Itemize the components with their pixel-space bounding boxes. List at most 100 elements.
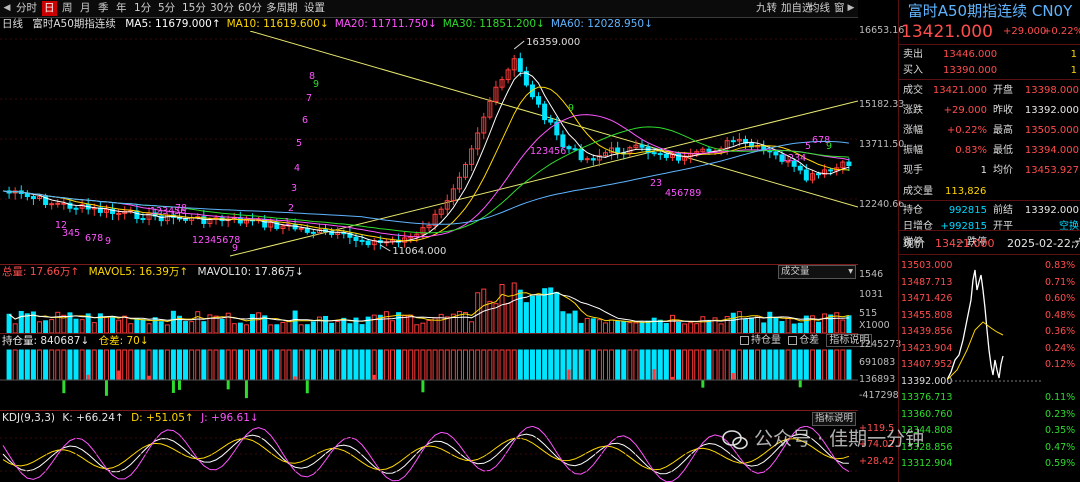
volume-bar bbox=[542, 288, 548, 333]
period-tab[interactable]: 多周期 bbox=[266, 2, 298, 14]
open-interest-bar bbox=[6, 349, 12, 381]
volume-bar bbox=[146, 323, 152, 333]
ma-legend-item: MA10: 11619.600↓ bbox=[226, 18, 329, 30]
volume-bar bbox=[158, 321, 164, 333]
candle-body bbox=[487, 100, 493, 118]
candle-body bbox=[511, 58, 517, 71]
period-tab[interactable]: 年 bbox=[116, 2, 127, 14]
volume-bar bbox=[602, 322, 608, 333]
open-interest-bar bbox=[542, 349, 548, 381]
open-interest-bar bbox=[30, 349, 36, 381]
volume-chart[interactable] bbox=[0, 280, 858, 333]
open-interest-bar bbox=[329, 349, 335, 381]
oi-diff-bar bbox=[731, 373, 735, 380]
intraday-pct-axis: 0.83% 0.71% 0.60% 0.48% 0.36% 0.24% 0.12% 0.11%… bbox=[1045, 260, 1080, 482]
intraday-chart[interactable] bbox=[947, 260, 1043, 482]
intraday-pct-label: 0.35% bbox=[1045, 425, 1076, 436]
stat-label: 涨停 bbox=[903, 237, 923, 248]
oi-diff-bar bbox=[421, 380, 425, 393]
open-interest-bar bbox=[176, 349, 182, 381]
oi-diff-bar bbox=[147, 375, 151, 380]
open-interest-bar bbox=[815, 349, 821, 381]
volume-bar bbox=[651, 317, 657, 333]
candle-body bbox=[536, 96, 542, 105]
period-tab[interactable]: 月 bbox=[80, 2, 91, 14]
open-interest-bar bbox=[578, 349, 584, 381]
candle-body bbox=[103, 208, 109, 213]
volume-bar bbox=[365, 316, 371, 333]
bid-row[interactable]: 买入 13390.000 1 bbox=[899, 62, 1080, 79]
oi-checkbox[interactable]: 持仓量 bbox=[740, 335, 781, 346]
nine-turn-button[interactable]: 九转 bbox=[756, 2, 777, 14]
oi-diff-value: 仓差: 70↓ bbox=[98, 335, 149, 347]
open-interest-bar bbox=[657, 349, 663, 381]
candle-body bbox=[749, 142, 755, 148]
nine-turn-count: 678 bbox=[812, 135, 830, 146]
period-tab[interactable]: 日 bbox=[42, 1, 57, 16]
period-tab[interactable]: 5分 bbox=[158, 2, 176, 14]
indicator-dropdown[interactable]: 成交量 ▾ bbox=[778, 265, 856, 279]
period-tab[interactable]: 60分 bbox=[238, 2, 262, 14]
nine-turn-count: 5 bbox=[805, 141, 811, 152]
candle-body bbox=[523, 70, 529, 86]
volume-bar bbox=[207, 314, 213, 333]
open-interest-header: 持仓量: 840687↓ 仓差: 70↓ bbox=[2, 334, 149, 348]
forward-arrow-icon[interactable]: ▶ bbox=[847, 3, 855, 13]
candle-body bbox=[773, 151, 779, 156]
open-interest-bar bbox=[103, 349, 109, 381]
volume-bar bbox=[134, 318, 140, 333]
open-interest-bar bbox=[645, 349, 651, 381]
volume-bar bbox=[323, 315, 329, 333]
open-interest-chart[interactable] bbox=[0, 348, 858, 410]
volume-bar bbox=[463, 311, 469, 333]
open-interest-bar bbox=[487, 349, 493, 381]
period-tab[interactable]: 季 bbox=[98, 2, 109, 14]
volume-bar bbox=[402, 315, 408, 333]
kdj-help-button[interactable]: 指标说明 bbox=[812, 412, 857, 426]
kdj-chart[interactable] bbox=[0, 426, 858, 482]
candle-body bbox=[651, 152, 657, 155]
main-chart-header: 日线 富时A50期指连续 MA5: 11679.000↑ MA10: 11619.… bbox=[2, 17, 653, 31]
volume-bar bbox=[621, 321, 627, 333]
volume-bar bbox=[55, 311, 61, 333]
checkbox-icon bbox=[740, 335, 749, 345]
volume-bar bbox=[749, 317, 755, 333]
volume-axis-label: 1546 bbox=[859, 269, 884, 280]
open-interest-bar bbox=[256, 349, 262, 381]
oi-help-button[interactable]: 指标说明 bbox=[826, 334, 873, 347]
price-axis: 16653.16 15182.33 13711.50 12240.66 bbox=[858, 17, 904, 264]
open-interest-bar bbox=[426, 349, 432, 381]
candle-body bbox=[73, 207, 79, 210]
add-watchlist-button[interactable]: 加自选 bbox=[781, 2, 813, 14]
period-tab[interactable]: 15分 bbox=[182, 2, 206, 14]
open-interest-bar bbox=[475, 349, 481, 381]
ma-legend-item: MA20: 11711.750↓ bbox=[334, 18, 437, 30]
candle-body bbox=[706, 148, 712, 152]
candle-body bbox=[24, 192, 30, 198]
oi-diff-bar bbox=[798, 380, 802, 388]
period-tab[interactable]: 1分 bbox=[134, 2, 152, 14]
nine-turn-count: 5 bbox=[296, 138, 302, 149]
period-tab[interactable]: 30分 bbox=[210, 2, 234, 14]
period-tab[interactable]: 周 bbox=[62, 2, 73, 14]
mavol5-line bbox=[8, 291, 850, 323]
open-interest-bar bbox=[49, 349, 55, 381]
diff-checkbox[interactable]: 仓差 bbox=[788, 335, 819, 346]
open-interest-bar bbox=[146, 349, 152, 381]
volume-bar bbox=[742, 318, 748, 333]
back-arrow-icon[interactable]: ◀ bbox=[3, 3, 11, 13]
intraday-pct-label: 0.71% bbox=[1045, 276, 1076, 288]
volume-bar bbox=[438, 313, 444, 333]
period-tab[interactable]: 分时 bbox=[16, 2, 37, 14]
ask-row[interactable]: 卖出 13446.000 1 bbox=[899, 46, 1080, 63]
period-tab[interactable]: 设置 bbox=[304, 2, 325, 14]
stat-label: 最高 bbox=[993, 125, 1013, 136]
volume-bar bbox=[773, 317, 779, 333]
stat-value: 13392.000 bbox=[1024, 205, 1079, 216]
stat-value: 0.83% bbox=[955, 145, 987, 156]
window-button[interactable]: 窗 bbox=[834, 2, 845, 14]
moving-average-button[interactable]: 均线 bbox=[809, 2, 830, 14]
volume-bar bbox=[170, 310, 176, 333]
volume-bar bbox=[645, 320, 651, 333]
